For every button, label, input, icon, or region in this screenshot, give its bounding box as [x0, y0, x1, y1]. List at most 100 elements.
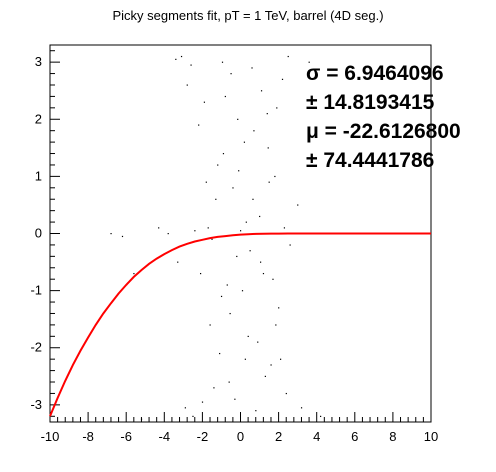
scatter-point	[276, 107, 278, 109]
x-tick-label: 10	[424, 429, 438, 444]
scatter-point	[267, 147, 269, 149]
y-tick-label: -1	[30, 283, 42, 298]
scatter-point	[215, 198, 217, 200]
y-axis: 3 2 1 0 -1 -2 -3	[30, 50, 60, 417]
scatter-point	[262, 272, 265, 275]
scatter-point	[275, 324, 277, 326]
y-tick-label: 3	[35, 54, 42, 69]
x-axis: -10 -8 -6 -4 -2 0 2 4 6 8 10	[41, 412, 438, 444]
scatter-point	[274, 175, 276, 178]
x-tick-label: -8	[82, 429, 94, 444]
scatter-point	[221, 61, 224, 63]
scatter-point	[266, 113, 268, 115]
chart-title: Picky segments fit, pT = 1 TeV, barrel (…	[112, 8, 383, 23]
scatter-point	[190, 64, 192, 66]
scatter-point	[289, 244, 291, 246]
scatter-points	[110, 55, 322, 420]
scatter-point	[198, 124, 200, 126]
scatter-point	[249, 250, 251, 252]
scatter-point	[278, 307, 280, 309]
x-tick-label: 6	[351, 429, 358, 444]
scatter-point	[287, 55, 289, 58]
scatter-point	[219, 352, 221, 355]
scatter-point	[268, 181, 270, 183]
scatter-point	[238, 170, 240, 172]
scatter-point	[251, 67, 253, 69]
scatter-point	[270, 364, 272, 366]
scatter-point	[245, 221, 247, 223]
x-tick-label: -2	[197, 429, 209, 444]
scatter-point	[207, 227, 209, 229]
x-tick-label: -10	[41, 429, 60, 444]
y-tick-label: 2	[35, 111, 42, 126]
scatter-point	[222, 153, 225, 155]
scatter-point	[226, 284, 228, 286]
scatter-point	[260, 90, 263, 92]
scatter-point	[308, 61, 310, 63]
y-tick-label: -2	[30, 340, 42, 355]
scatter-point	[228, 381, 230, 383]
scatter-point	[140, 418, 143, 420]
scatter-point	[232, 187, 234, 189]
scatter-point	[211, 238, 213, 240]
scatter-point	[297, 204, 299, 206]
scatter-point	[280, 358, 282, 360]
x-tick-label: 2	[275, 429, 282, 444]
scatter-point	[194, 230, 196, 232]
scatter-point	[272, 278, 274, 280]
fit-results: σ = 6.9464096 ± 14.8193415 μ = -22.61268…	[306, 62, 461, 172]
scatter-point	[253, 130, 255, 132]
fit-curve	[49, 232, 431, 417]
fit-mu-error-label: ± 74.4441786	[306, 149, 434, 172]
scatter-point	[158, 227, 160, 229]
scatter-point	[205, 181, 207, 183]
x-tick-label: 8	[389, 429, 396, 444]
scatter-point	[186, 84, 188, 86]
scatter-point	[230, 73, 232, 75]
scatter-point	[184, 407, 186, 409]
scatter-point	[237, 118, 239, 120]
scatter-point	[110, 233, 112, 235]
scatter-point	[203, 101, 206, 103]
scatter-point	[133, 272, 135, 275]
y-tick-label: 1	[35, 168, 42, 183]
scatter-point	[121, 235, 124, 238]
scatter-point	[192, 415, 194, 417]
scatter-point	[244, 358, 246, 360]
scatter-point	[201, 401, 204, 403]
scatter-point	[255, 410, 257, 412]
scatter-point	[234, 398, 236, 400]
x-tick-label: 0	[237, 429, 244, 444]
scatter-point	[236, 255, 238, 258]
scatter-point	[240, 230, 242, 232]
scatter-point	[320, 415, 322, 417]
scatter-point	[177, 261, 179, 263]
scatter-point	[229, 312, 231, 315]
fit-sigma-error-label: ± 14.8193415	[306, 91, 435, 114]
scatter-point	[167, 233, 169, 235]
scatter-point	[224, 95, 226, 98]
scatter-point	[213, 387, 215, 389]
fit-curve-line	[49, 232, 431, 417]
y-tick-label: 0	[35, 226, 42, 241]
scatter-point	[209, 324, 211, 326]
x-tick-label: 4	[313, 429, 320, 444]
scatter-point	[243, 141, 246, 143]
scatter-point	[217, 164, 219, 166]
scatter-point	[300, 407, 303, 409]
y-tick-label: -3	[30, 397, 42, 412]
fit-sigma-label: σ = 6.9464096	[306, 62, 444, 85]
scatter-point	[285, 392, 287, 395]
scatter-point	[259, 215, 261, 218]
scatter-point	[220, 295, 223, 298]
scatter-point	[260, 261, 262, 263]
fit-mu-label: μ = -22.6126800	[306, 120, 461, 143]
scatter-point	[257, 341, 259, 343]
x-tick-label: -6	[120, 429, 132, 444]
scatter-point	[175, 58, 177, 60]
scatter-point	[264, 375, 266, 378]
scatter-point	[281, 78, 284, 80]
scatter-point	[199, 272, 202, 275]
scatter-point	[252, 198, 254, 200]
